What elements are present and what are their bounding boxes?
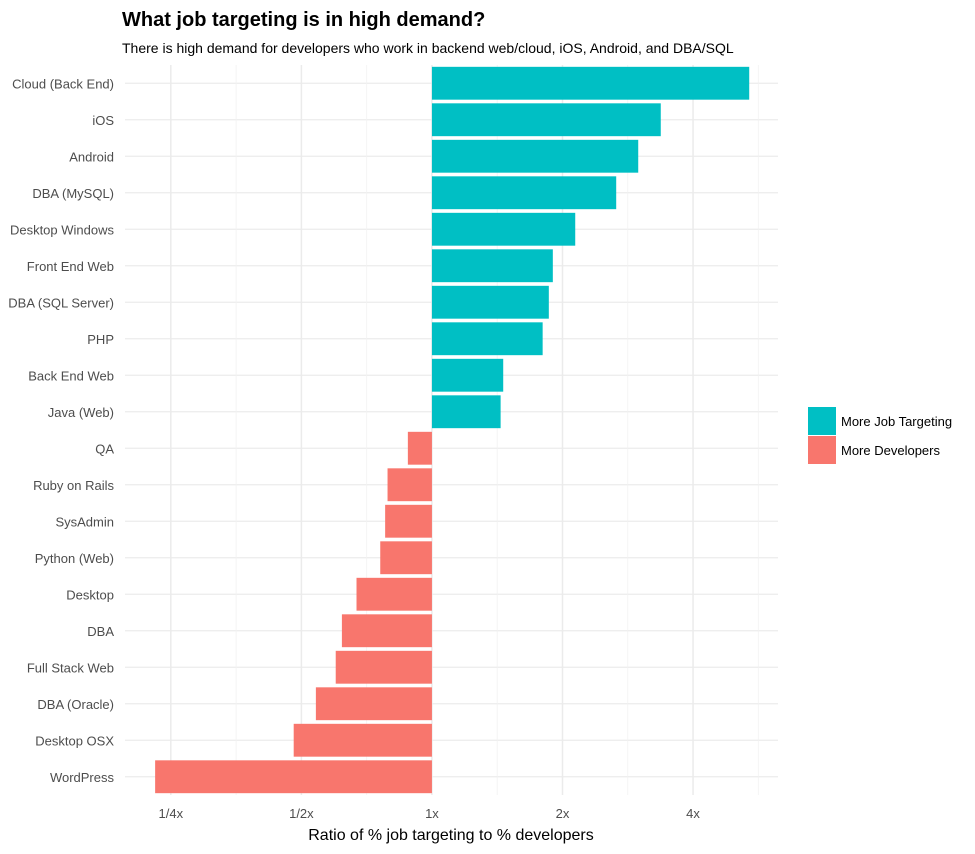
gridlines <box>125 65 778 795</box>
y-tick-label: DBA <box>87 624 114 639</box>
bar <box>380 541 432 575</box>
y-tick-label: DBA (Oracle) <box>37 697 114 712</box>
bar <box>335 650 432 684</box>
bar <box>315 687 432 721</box>
bar <box>293 723 432 757</box>
bar <box>431 285 549 319</box>
y-tick-label: Desktop <box>66 587 114 602</box>
x-axis-labels: 1/4x 1/2x 1x 2x 4x <box>159 806 701 821</box>
bar <box>431 358 504 392</box>
x-tick-label: 1x <box>425 806 439 821</box>
x-tick-label: 1/2x <box>289 806 314 821</box>
bar <box>431 103 661 137</box>
chart-title: What job targeting is in high demand? <box>122 9 485 31</box>
y-tick-label: SysAdmin <box>55 514 114 529</box>
bar <box>431 212 576 246</box>
legend-label: More Developers <box>841 443 940 458</box>
y-tick-label: Python (Web) <box>35 551 114 566</box>
bar <box>387 468 432 502</box>
y-tick-label: Cloud (Back End) <box>12 76 114 91</box>
y-axis-labels: Cloud (Back End) iOS Android DBA (MySQL) Des… <box>8 76 114 785</box>
x-tick-label: 2x <box>556 806 570 821</box>
y-tick-label: QA <box>95 441 114 456</box>
y-tick-label: DBA (SQL Server) <box>8 295 114 310</box>
legend-swatch <box>808 436 836 464</box>
legend: More Job Targeting More Developers <box>808 407 952 464</box>
bar <box>155 760 432 794</box>
bar <box>431 139 639 173</box>
legend-label: More Job Targeting <box>841 414 952 429</box>
y-tick-label: Back End Web <box>28 368 114 383</box>
bar <box>431 176 617 210</box>
y-tick-label: Java (Web) <box>48 405 114 420</box>
bar <box>431 322 543 356</box>
legend-swatch <box>808 407 836 435</box>
x-tick-label: 4x <box>686 806 700 821</box>
chart-subtitle: There is high demand for developers who … <box>122 40 734 56</box>
x-tick-label: 1/4x <box>159 806 184 821</box>
bar <box>431 66 750 100</box>
bars <box>155 66 750 794</box>
y-tick-label: Desktop Windows <box>10 222 115 237</box>
y-tick-label: Full Stack Web <box>27 660 114 675</box>
bar <box>341 614 432 648</box>
bar <box>385 504 432 538</box>
y-tick-label: Front End Web <box>27 259 114 274</box>
y-tick-label: DBA (MySQL) <box>32 186 114 201</box>
y-tick-label: Android <box>69 149 114 164</box>
bar <box>407 431 432 465</box>
y-tick-label: Desktop OSX <box>35 733 114 748</box>
bar <box>431 395 501 429</box>
bar <box>431 249 553 283</box>
x-axis-title: Ratio of % job targeting to % developers <box>308 827 594 844</box>
bar <box>356 577 432 611</box>
y-tick-label: Ruby on Rails <box>33 478 114 493</box>
y-tick-label: PHP <box>87 332 114 347</box>
y-tick-label: WordPress <box>50 770 115 785</box>
y-tick-label: iOS <box>92 113 114 128</box>
